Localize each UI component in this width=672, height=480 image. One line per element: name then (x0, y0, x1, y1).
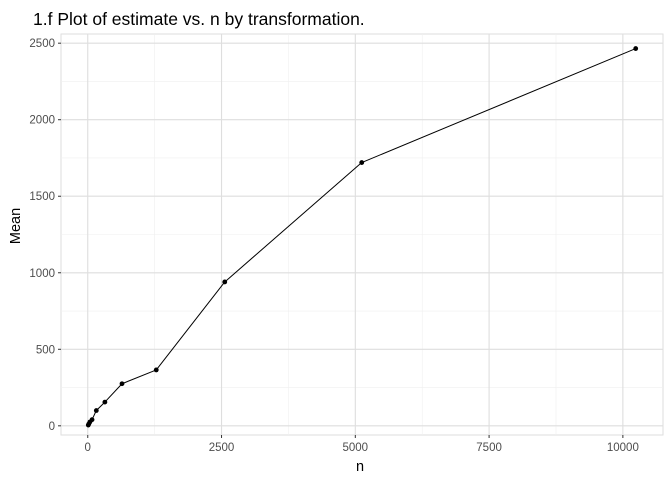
data-series (85, 46, 639, 428)
grid-lines (61, 34, 663, 435)
x-tick-label: 7500 (476, 442, 502, 454)
x-tick-label: 0 (85, 442, 91, 454)
data-point (89, 417, 95, 423)
data-point (359, 160, 365, 165)
x-tick-label: 10000 (607, 442, 639, 454)
y-tick-label: 500 (36, 344, 55, 356)
data-point (102, 399, 108, 405)
data-point (222, 279, 228, 285)
x-axis-ticks: 0 2500 5000 7500 10000 (85, 435, 639, 454)
y-tick-label: 1500 (29, 191, 55, 203)
data-point (119, 381, 125, 387)
y-tick-label: 1000 (29, 268, 55, 280)
y-tick-label: 0 (49, 421, 55, 433)
x-axis-title: n (356, 459, 364, 475)
y-axis-title: Mean (8, 208, 24, 244)
y-axis-ticks: 0 500 1000 1500 2000 2500 (29, 38, 61, 433)
data-point (633, 46, 639, 51)
y-tick-label: 2500 (29, 38, 55, 50)
x-tick-label: 5000 (343, 442, 369, 454)
chart-title: 1.f Plot of estimate vs. n by transforma… (33, 9, 365, 29)
y-tick-label: 2000 (29, 115, 55, 127)
x-tick-label: 2500 (209, 442, 235, 454)
data-point (153, 367, 159, 373)
data-point (93, 408, 99, 413)
